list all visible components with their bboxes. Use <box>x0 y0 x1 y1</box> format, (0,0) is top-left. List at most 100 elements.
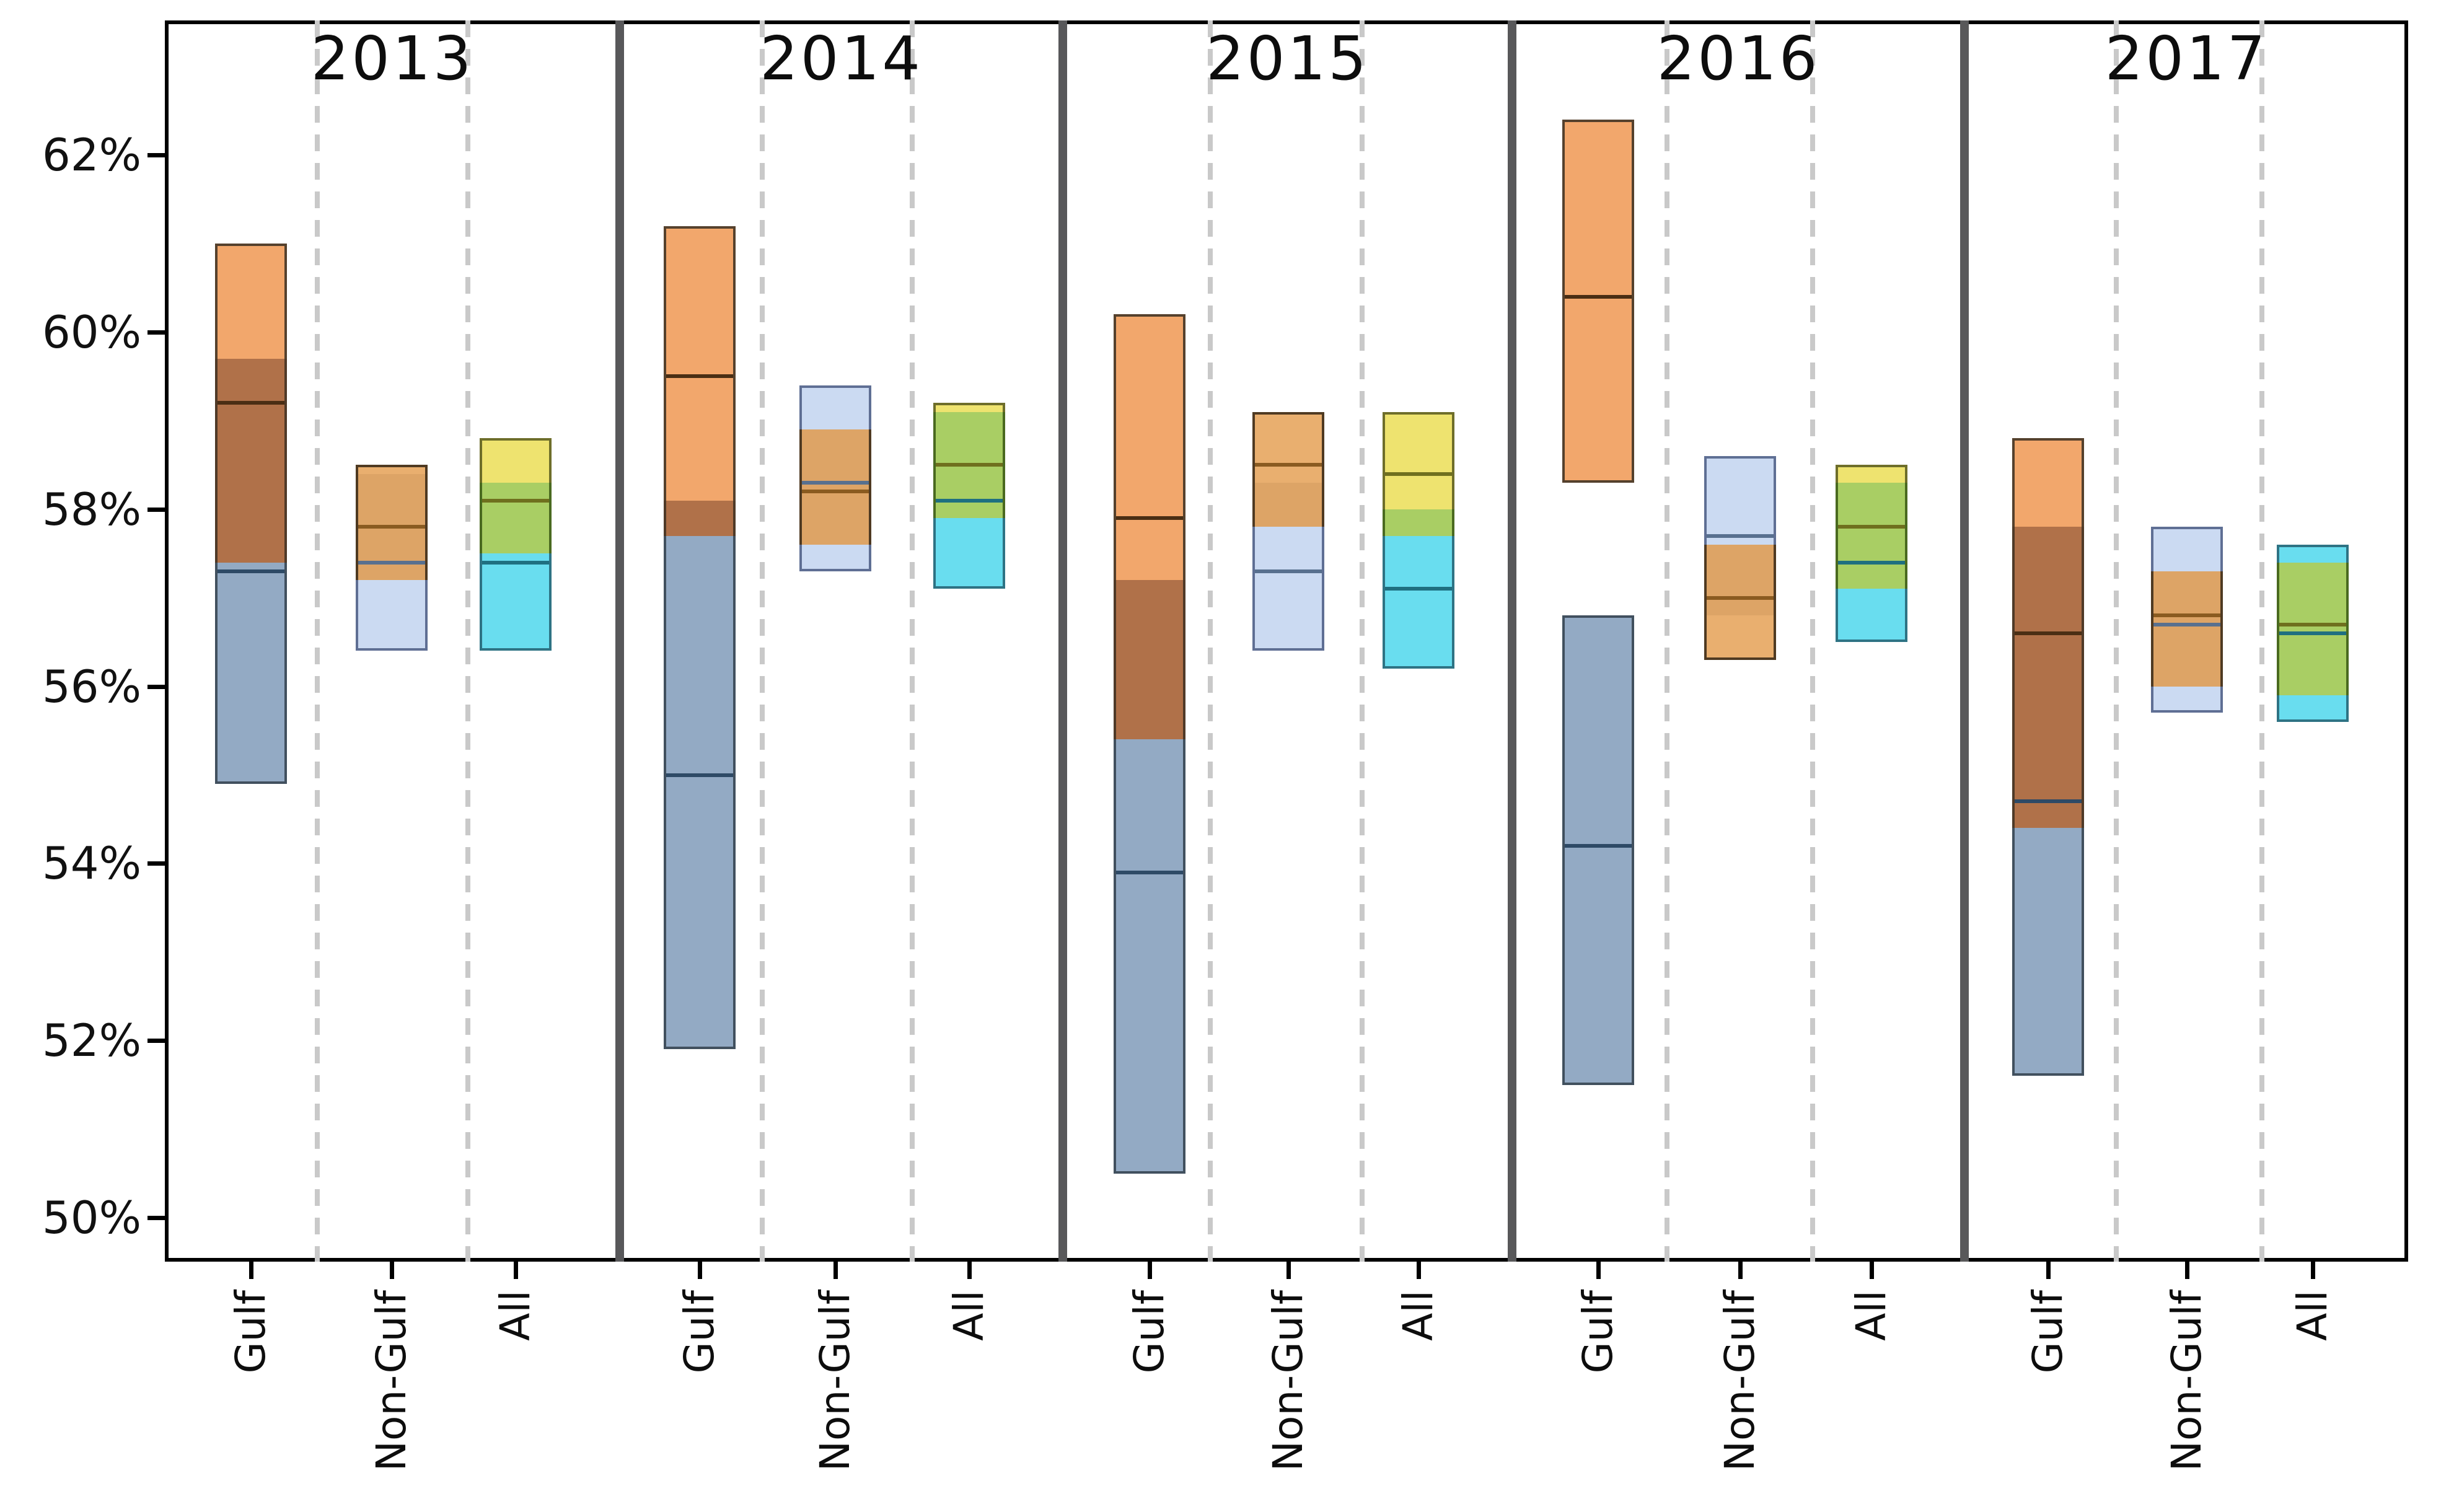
x-axis-category-label-non-gulf: Non-Gulf <box>2163 1290 2210 1472</box>
x-axis-tick-mark <box>2046 1262 2051 1279</box>
y-axis-tick-mark <box>147 507 165 512</box>
range-box-cool <box>1562 615 1634 1085</box>
median-line-warm <box>1116 516 1183 521</box>
x-axis-tick-mark <box>1870 1262 1874 1279</box>
category-divider-dashed-line <box>1360 20 1365 1262</box>
category-divider-dashed-line <box>315 20 320 1262</box>
overlap-region <box>1114 580 1185 740</box>
x-axis-category-label-non-gulf: Non-Gulf <box>1264 1290 1312 1472</box>
x-axis-tick-mark <box>1738 1262 1743 1279</box>
year-title-2015: 2015 <box>1206 24 1369 94</box>
median-line-warm <box>666 374 733 379</box>
median-line-cool <box>666 773 733 777</box>
x-axis-category-label-gulf: Gulf <box>2024 1290 2072 1374</box>
category-divider-dashed-line <box>1810 20 1815 1262</box>
median-line-warm <box>1385 472 1452 476</box>
plot-area-border <box>165 20 2408 1262</box>
year-separator-line <box>1058 20 1067 1262</box>
category-divider-dashed-line <box>465 20 470 1262</box>
x-axis-tick-mark <box>1596 1262 1601 1279</box>
overlap-region <box>2012 527 2084 829</box>
median-line-cool <box>358 560 425 565</box>
median-line-warm <box>1707 596 1774 600</box>
x-axis-tick-mark <box>249 1262 253 1279</box>
x-axis-tick-mark <box>2311 1262 2315 1279</box>
x-axis-tick-mark <box>1148 1262 1152 1279</box>
overlap-region <box>480 482 552 554</box>
overlap-region <box>1383 509 1454 536</box>
category-divider-dashed-line <box>1208 20 1213 1262</box>
year-separator-line <box>1508 20 1516 1262</box>
y-axis-tick-label: 54% <box>42 837 141 890</box>
x-axis-category-label-gulf: Gulf <box>675 1290 723 1374</box>
x-axis-tick-mark <box>1417 1262 1421 1279</box>
x-axis-tick-mark <box>1286 1262 1291 1279</box>
median-line-warm <box>936 463 1003 467</box>
x-axis-tick-mark <box>967 1262 972 1279</box>
range-box-warm <box>664 226 736 536</box>
x-axis-category-label-non-gulf: Non-Gulf <box>811 1290 859 1472</box>
y-axis-tick-mark <box>147 153 165 158</box>
x-axis-category-label-all: All <box>2289 1290 2336 1341</box>
overlap-region <box>2277 562 2349 695</box>
x-axis-category-label-all: All <box>945 1290 993 1341</box>
overlap-region <box>2151 571 2223 687</box>
median-line-cool <box>936 498 1003 503</box>
year-title-2017: 2017 <box>2105 24 2268 94</box>
x-axis-category-label-non-gulf: Non-Gulf <box>1716 1290 1764 1472</box>
y-axis-tick-mark <box>147 330 165 335</box>
year-separator-line <box>1960 20 1969 1262</box>
overlap-region <box>664 500 736 536</box>
x-axis-category-label-all: All <box>1847 1290 1895 1341</box>
category-divider-dashed-line <box>910 20 915 1262</box>
median-line-warm <box>802 490 869 494</box>
year-title-2013: 2013 <box>310 24 474 94</box>
y-axis-tick-label: 58% <box>42 483 141 535</box>
y-axis-tick-label: 50% <box>42 1192 141 1244</box>
median-line-cool <box>2153 622 2220 626</box>
median-line-cool <box>218 569 284 573</box>
median-line-cool <box>802 480 869 485</box>
median-line-warm <box>2279 622 2346 626</box>
x-axis-category-label-gulf: Gulf <box>227 1290 275 1374</box>
x-axis-tick-mark <box>514 1262 518 1279</box>
x-axis-category-label-gulf: Gulf <box>1574 1290 1622 1374</box>
x-axis-tick-mark <box>390 1262 394 1279</box>
category-divider-dashed-line <box>1665 20 1669 1262</box>
median-line-cool <box>1116 870 1183 874</box>
category-divider-dashed-line <box>760 20 765 1262</box>
median-line-warm <box>358 525 425 529</box>
x-axis-category-label-all: All <box>1394 1290 1442 1341</box>
category-divider-dashed-line <box>2259 20 2264 1262</box>
median-line-cool <box>1565 843 1632 848</box>
overlap-region <box>799 429 871 545</box>
x-axis-category-label-non-gulf: Non-Gulf <box>367 1290 415 1472</box>
y-axis-tick-mark <box>147 861 165 866</box>
x-axis-category-label-all: All <box>491 1290 539 1341</box>
y-axis-tick-mark <box>147 1216 165 1220</box>
overlap-region <box>1704 544 1776 616</box>
median-line-cool <box>1707 534 1774 538</box>
median-line-warm <box>482 498 549 503</box>
overlap-region <box>215 358 287 563</box>
year-separator-line <box>615 20 624 1262</box>
range-box-warm <box>1562 120 1634 483</box>
y-axis-tick-label: 62% <box>42 129 141 182</box>
median-line-cool <box>2279 631 2346 635</box>
x-axis-category-label-gulf: Gulf <box>1125 1290 1173 1374</box>
year-title-2014: 2014 <box>760 24 923 94</box>
median-line-warm <box>1838 525 1905 529</box>
overlap-region <box>1252 482 1324 527</box>
y-axis-tick-mark <box>147 1039 165 1044</box>
median-line-cool <box>2015 799 2082 804</box>
median-line-cool <box>482 560 549 565</box>
x-axis-tick-mark <box>698 1262 702 1279</box>
median-line-warm <box>218 401 284 405</box>
x-axis-tick-mark <box>2185 1262 2189 1279</box>
median-line-cool <box>1385 587 1452 591</box>
y-axis-tick-label: 52% <box>42 1014 141 1067</box>
y-axis-tick-mark <box>147 684 165 689</box>
year-title-2016: 2016 <box>1656 24 1820 94</box>
y-axis-tick-label: 60% <box>42 306 141 358</box>
